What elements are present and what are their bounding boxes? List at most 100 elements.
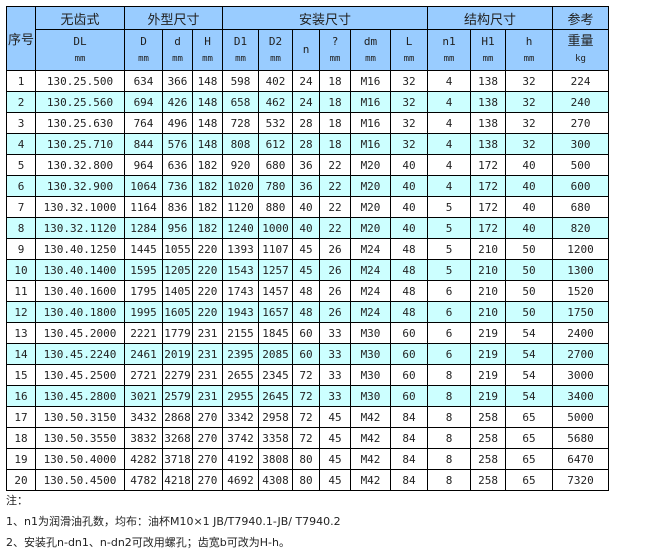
table-cell: 3 [6, 112, 36, 134]
table-cell: 1750 [552, 301, 610, 323]
table-row: 10 130.40.1400 1595 1205 220 1543 1257 45 26 M24 4… [6, 259, 610, 281]
table-cell: 1595 [124, 259, 163, 281]
table-cell: 130.32.1120 [35, 217, 125, 239]
table-cell: 1000 [258, 217, 293, 239]
table-cell: 9 [6, 238, 36, 260]
table-cell: 4282 [124, 448, 163, 470]
table-row: 19 130.50.4000 4282 3718 270 4192 3808 80 45 M42 8… [6, 448, 610, 470]
table-cell: 426 [162, 91, 193, 113]
table-cell: 40 [505, 175, 554, 197]
table-cell: 2395 [222, 343, 259, 365]
table-cell: 130.25.630 [35, 112, 125, 134]
table-cell: 60 [292, 343, 320, 365]
table-cell: M42 [350, 427, 391, 449]
table-cell: 1943 [222, 301, 259, 323]
table-cell: 1995 [124, 301, 163, 323]
table-cell: 2345 [258, 364, 293, 386]
table-cell: 72 [292, 364, 320, 386]
table-cell: 636 [162, 154, 193, 176]
table-cell: 1200 [552, 238, 610, 260]
table-cell: 8 [427, 427, 472, 449]
table-cell: 54 [505, 385, 554, 407]
table-cell: 231 [192, 385, 223, 407]
table-cell: 5000 [552, 406, 610, 428]
table-cell: 8 [427, 469, 472, 491]
table-cell: 15 [6, 364, 36, 386]
table-row: 7 130.32.1000 1164 836 182 1120 880 40 22 M20 40 5 1… [6, 196, 610, 218]
table-cell: 65 [505, 448, 554, 470]
column-label: L [405, 35, 413, 48]
column-header: H1 mm [470, 29, 507, 71]
table-cell: 7 [6, 196, 36, 218]
table-cell: 172 [470, 217, 507, 239]
table-cell: 172 [470, 196, 507, 218]
column-label: n [302, 43, 310, 56]
table-cell: 26 [319, 301, 351, 323]
table-cell: 32 [505, 70, 554, 92]
column-header: DL mm [35, 29, 125, 71]
table-cell: 3432 [124, 406, 163, 428]
table-cell: 84 [389, 427, 429, 449]
table-cell: 219 [470, 385, 507, 407]
table-cell: 50 [505, 259, 554, 281]
table-cell: 32 [389, 91, 429, 113]
table-cell: 496 [162, 112, 193, 134]
table-cell: 5 [6, 154, 36, 176]
table-cell: 130.50.3150 [35, 406, 125, 428]
table-cell: 1257 [258, 259, 293, 281]
table-cell: 20 [6, 469, 36, 491]
table-cell: 258 [470, 427, 507, 449]
column-header: dm mm [350, 29, 391, 71]
column-header: D2 mm [258, 29, 293, 71]
table-cell: 1240 [222, 217, 259, 239]
table-cell: 26 [319, 259, 351, 281]
column-unit: mm [482, 54, 494, 64]
table-cell: 3808 [258, 448, 293, 470]
table-cell: 48 [292, 280, 320, 302]
header-group-install: 安装尺寸 [221, 6, 429, 30]
header-weight-group: 参考 [552, 6, 610, 30]
table-cell: 220 [192, 259, 223, 281]
table-cell: 6 [427, 280, 472, 302]
table-cell: 60 [389, 322, 429, 344]
table-row: 2 130.25.560 694 426 148 658 462 24 18 M16 32 4 138 3… [6, 91, 610, 113]
table-cell: 50 [505, 301, 554, 323]
table-cell: 2579 [162, 385, 193, 407]
table-cell: 300 [552, 133, 610, 155]
table-cell: 138 [470, 133, 507, 155]
table-cell: 1445 [124, 238, 163, 260]
table-cell: 1457 [258, 280, 293, 302]
table-cell: 33 [319, 364, 351, 386]
table-cell: 2700 [552, 343, 610, 365]
table-cell: 240 [552, 91, 610, 113]
table-cell: 32 [389, 133, 429, 155]
column-label: d [174, 35, 181, 48]
table-cell: 210 [470, 238, 507, 260]
table-cell: 45 [319, 448, 351, 470]
table-cell: 22 [319, 175, 351, 197]
table-cell: M20 [350, 217, 391, 239]
table-cell: 258 [470, 448, 507, 470]
table-cell: 1795 [124, 280, 163, 302]
table-cell: 4 [427, 70, 472, 92]
table-cell: 6 [6, 175, 36, 197]
table-cell: 36 [292, 154, 320, 176]
table-cell: 4 [427, 112, 472, 134]
table-cell: 17 [6, 406, 36, 428]
table-cell: 2461 [124, 343, 163, 365]
table-cell: 4782 [124, 469, 163, 491]
table-cell: 1107 [258, 238, 293, 260]
table-cell: 40 [389, 217, 429, 239]
column-unit: mm [443, 54, 455, 64]
table-cell: 40 [389, 154, 429, 176]
table-cell: 40 [292, 196, 320, 218]
table-cell: 130.40.1250 [35, 238, 125, 260]
table-cell: 18 [319, 133, 351, 155]
table-cell: 764 [124, 112, 163, 134]
table-cell: 808 [222, 133, 259, 155]
table-cell: 5 [427, 259, 472, 281]
column-header: n [292, 29, 320, 71]
table-cell: 40 [389, 196, 429, 218]
